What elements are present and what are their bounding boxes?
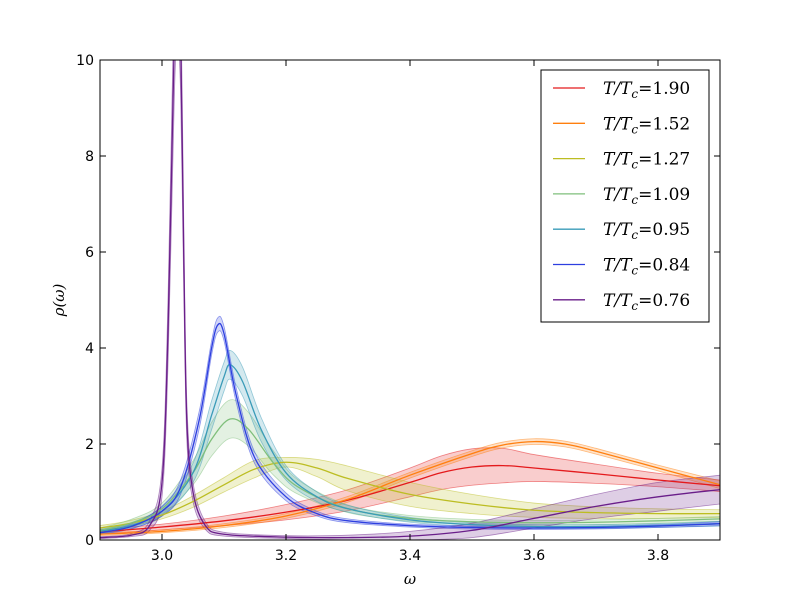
legend-label-value: =1.90 — [638, 79, 690, 99]
legend-item: T/Tc=0.84 — [553, 256, 690, 278]
error-band-6 — [100, 315, 720, 535]
legend-label: T/Tc=1.27 — [603, 150, 690, 172]
series-line-3 — [100, 461, 720, 529]
legend-label: T/Tc=0.95 — [603, 220, 690, 242]
legend-item: T/Tc=0.76 — [553, 291, 690, 313]
legend-label-value: =1.27 — [638, 150, 690, 170]
legend: T/Tc=1.90T/Tc=1.52T/Tc=1.27T/Tc=1.09T/Tc… — [540, 69, 710, 323]
legend-label-prefix: T/T — [603, 256, 633, 276]
legend-label-prefix: T/T — [603, 220, 633, 240]
x-axis-label: ω — [404, 570, 416, 588]
y-tick-label: 10 — [76, 53, 94, 69]
legend-label-value: =0.84 — [638, 256, 690, 276]
legend-label-subscript: c — [631, 228, 638, 242]
y-tick-label: 0 — [85, 533, 94, 549]
legend-item: T/Tc=1.90 — [553, 79, 690, 101]
legend-label-subscript: c — [631, 299, 638, 313]
series-lines — [100, 60, 720, 539]
x-tick-label: 3.6 — [523, 548, 545, 564]
legend-label: T/Tc=1.09 — [603, 185, 690, 207]
legend-label-subscript: c — [631, 122, 638, 136]
legend-label-value: =0.76 — [638, 291, 690, 311]
y-tick-label: 4 — [85, 341, 94, 357]
legend-box — [540, 69, 710, 323]
legend-label: T/Tc=0.84 — [603, 256, 690, 278]
y-tick-label: 6 — [85, 245, 94, 261]
legend-item: T/Tc=1.09 — [553, 185, 690, 207]
series-line-7 — [100, 60, 720, 539]
x-axis-ticks: 3.0 3.2 3.4 3.6 3.8 — [151, 60, 669, 564]
legend-label: T/Tc=0.76 — [603, 291, 690, 313]
legend-label-prefix: T/T — [603, 185, 633, 205]
legend-item: T/Tc=1.52 — [553, 114, 690, 136]
legend-item: T/Tc=1.27 — [553, 150, 690, 172]
legend-label-prefix: T/T — [603, 150, 633, 170]
legend-label-prefix: T/T — [603, 79, 633, 99]
y-axis-ticks: 0 2 4 6 8 10 — [76, 53, 720, 549]
series-line-2 — [100, 440, 720, 535]
y-tick-label: 8 — [85, 149, 94, 165]
x-tick-label: 3.8 — [647, 548, 669, 564]
y-axis-label: ρ(ω) — [50, 283, 68, 317]
legend-label-value: =0.95 — [638, 220, 690, 240]
error-band-1 — [100, 447, 720, 535]
legend-label: T/Tc=1.52 — [603, 114, 690, 136]
series-line-1 — [100, 464, 720, 533]
series-line-6 — [100, 322, 720, 534]
legend-label-prefix: T/T — [603, 114, 633, 134]
legend-label-subscript: c — [631, 264, 638, 278]
legend-label-subscript: c — [631, 193, 638, 207]
legend-label-value: =1.52 — [638, 114, 690, 134]
x-tick-label: 3.0 — [151, 548, 173, 564]
error-band-7 — [100, 60, 720, 540]
y-tick-label: 2 — [85, 437, 94, 453]
legend-label: T/Tc=1.90 — [603, 79, 690, 101]
x-tick-label: 3.2 — [275, 548, 297, 564]
x-tick-label: 3.4 — [399, 548, 421, 564]
legend-label-value: =1.09 — [638, 185, 690, 205]
legend-label-subscript: c — [631, 87, 638, 101]
legend-label-prefix: T/T — [603, 291, 633, 311]
error-band-4 — [100, 399, 720, 534]
legend-item: T/Tc=0.95 — [553, 220, 690, 242]
legend-label-subscript: c — [631, 158, 638, 172]
